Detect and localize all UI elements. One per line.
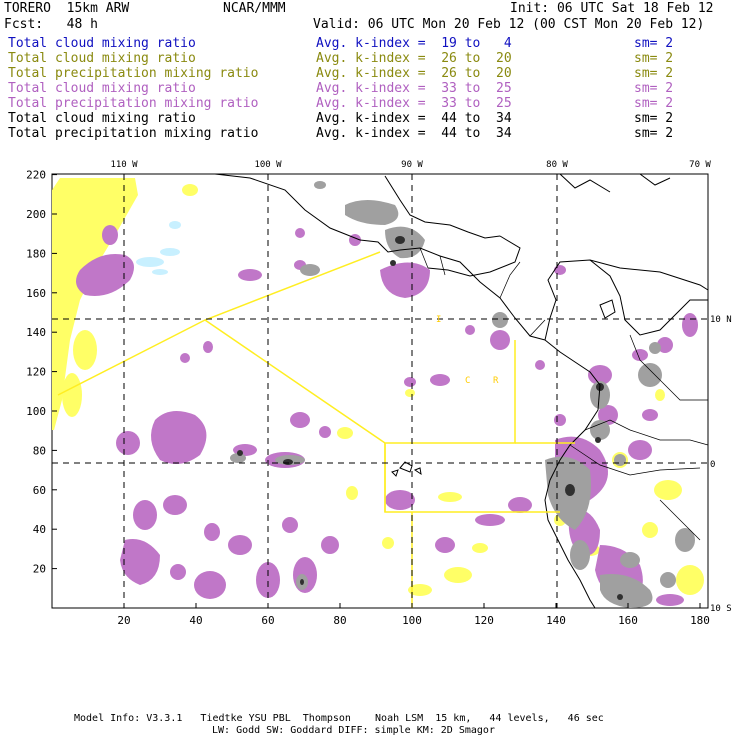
coastlines bbox=[214, 173, 709, 609]
region-outlines bbox=[57, 251, 575, 608]
legend-range: Avg. k-index = 26 to 20 bbox=[316, 51, 512, 66]
legend-sm: sm= 2 bbox=[634, 36, 674, 51]
country-borders bbox=[419, 247, 709, 541]
x-tick-label: 80 bbox=[333, 614, 346, 627]
y-tick-labels: 220 200 180 160 140 120 100 80 60 40 20 bbox=[26, 169, 46, 576]
x-tick-label: 40 bbox=[189, 614, 202, 627]
forecast-hour: Fcst: 48 h bbox=[4, 17, 98, 32]
legend-sm: sm= 2 bbox=[634, 66, 674, 81]
legend-name: Total precipitation mixing ratio bbox=[8, 66, 259, 81]
legend-name: Total precipitation mixing ratio bbox=[8, 126, 259, 141]
region-labels: I C R bbox=[436, 315, 499, 386]
valid-time: Valid: 06 UTC Mon 20 Feb 12 (00 CST Mon … bbox=[313, 17, 705, 32]
y-tick-label: 100 bbox=[26, 405, 46, 418]
region-label-r: R bbox=[493, 376, 499, 386]
x-tick-label: 180 bbox=[690, 614, 710, 627]
y-tick-label: 220 bbox=[26, 169, 46, 182]
y-tick-label: 80 bbox=[33, 444, 46, 457]
lat-label-10n: 10 N bbox=[710, 315, 732, 325]
init-time: Init: 06 UTC Sat 18 Feb 12 bbox=[510, 1, 714, 16]
model-name: TORERO 15km ARW bbox=[4, 1, 130, 16]
x-tick-label: 20 bbox=[117, 614, 130, 627]
y-tick-label: 40 bbox=[33, 523, 46, 536]
legend-sm: sm= 2 bbox=[634, 111, 674, 126]
legend-sm: sm= 2 bbox=[634, 81, 674, 96]
x-tick-label: 60 bbox=[261, 614, 274, 627]
organization: NCAR/MMM bbox=[223, 1, 286, 16]
lon-label-90w: 90 W bbox=[401, 160, 423, 170]
legend-range: Avg. k-index = 33 to 25 bbox=[316, 81, 512, 96]
x-tick-label: 140 bbox=[546, 614, 566, 627]
y-tick-label: 160 bbox=[26, 287, 46, 300]
footer-model-info: Model Info: V3.3.1 Tiedtke YSU PBL Thomp… bbox=[74, 713, 604, 724]
x-tick-label: 120 bbox=[474, 614, 494, 627]
legend-sm: sm= 2 bbox=[634, 126, 674, 141]
y-tick-marks bbox=[52, 174, 57, 570]
region-label-c: C bbox=[465, 376, 470, 386]
legend-name: Total cloud mixing ratio bbox=[8, 111, 196, 126]
region-label-i: I bbox=[436, 315, 441, 325]
x-tick-label: 100 bbox=[402, 614, 422, 627]
x-tick-marks bbox=[123, 603, 701, 608]
legend-name: Total cloud mixing ratio bbox=[8, 36, 196, 51]
legend-range: Avg. k-index = 33 to 25 bbox=[316, 96, 512, 111]
legend-name: Total cloud mixing ratio bbox=[8, 81, 196, 96]
legend-sm: sm= 2 bbox=[634, 96, 674, 111]
lon-label-100w: 100 W bbox=[254, 160, 282, 170]
footer-physics-info: LW: Godd SW: Goddard DIFF: simple KM: 2D… bbox=[212, 725, 495, 736]
legend-name: Total cloud mixing ratio bbox=[8, 51, 196, 66]
map-frame bbox=[51, 173, 709, 609]
legend-range: Avg. k-index = 26 to 20 bbox=[316, 66, 512, 81]
y-tick-label: 140 bbox=[26, 326, 46, 339]
lat-label-10s: 10 S bbox=[710, 604, 732, 614]
lon-label-110w: 110 W bbox=[110, 160, 138, 170]
y-tick-label: 200 bbox=[26, 208, 46, 221]
legend-range: Avg. k-index = 19 to 4 bbox=[316, 36, 512, 51]
y-tick-label: 60 bbox=[33, 484, 46, 497]
legend-sm: sm= 2 bbox=[634, 51, 674, 66]
lon-label-70w: 70 W bbox=[689, 160, 711, 170]
longitude-labels: 110 W 100 W 90 W 80 W 70 W bbox=[110, 160, 711, 170]
lat-label-0: 0 bbox=[710, 460, 715, 470]
legend-name: Total precipitation mixing ratio bbox=[8, 96, 259, 111]
legend-range: Avg. k-index = 44 to 34 bbox=[316, 111, 512, 126]
lon-label-80w: 80 W bbox=[546, 160, 568, 170]
cloud-fields bbox=[52, 178, 704, 608]
y-tick-label: 20 bbox=[33, 563, 46, 576]
latitude-labels: 10 N 0 10 S bbox=[710, 315, 732, 614]
x-tick-labels: 2040608010012014016018020022024026028030… bbox=[117, 614, 710, 627]
x-tick-label: 160 bbox=[618, 614, 638, 627]
legend-range: Avg. k-index = 44 to 34 bbox=[316, 126, 512, 141]
y-tick-label: 120 bbox=[26, 366, 46, 379]
y-tick-label: 180 bbox=[26, 247, 46, 260]
